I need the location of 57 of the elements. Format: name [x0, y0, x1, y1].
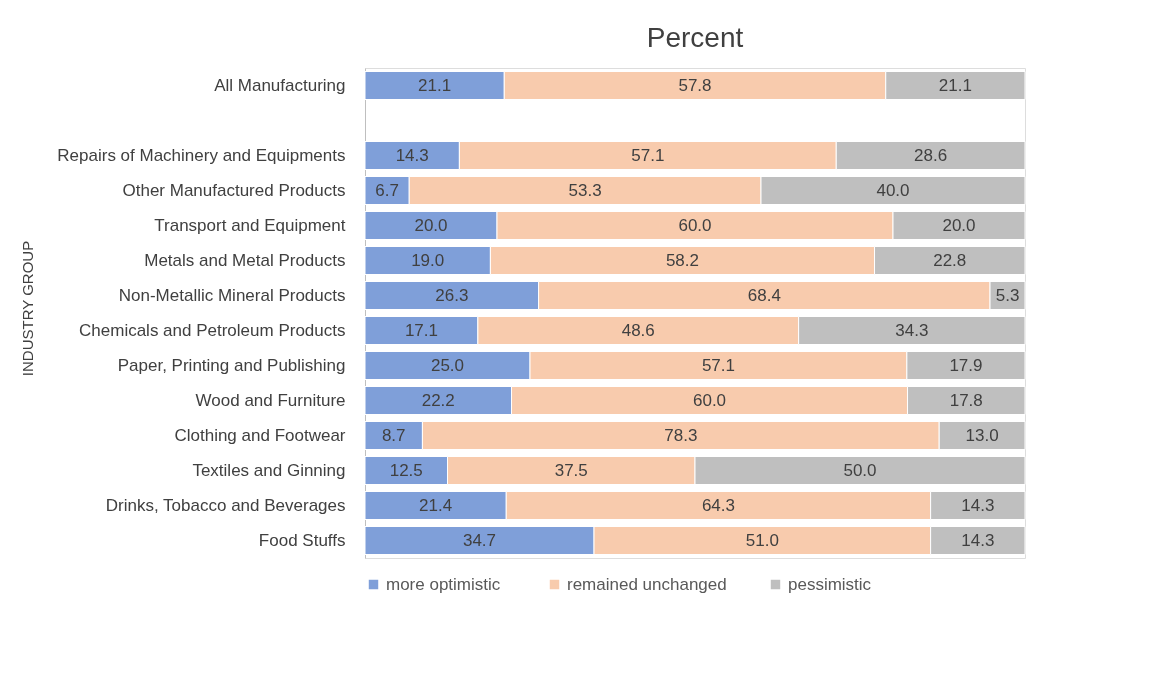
data-label: 51.0 [745, 530, 779, 550]
data-label: 60.0 [692, 390, 727, 410]
data-label: 19.0 [411, 250, 445, 270]
data-label: 64.3 [701, 495, 735, 515]
data-label: 34.7 [462, 530, 497, 550]
data-label: 17.9 [949, 355, 983, 375]
data-label: 5.3 [995, 285, 1020, 305]
data-label: 12.5 [389, 460, 423, 480]
data-label: 57.8 [678, 75, 712, 95]
data-label: 40.0 [876, 180, 910, 200]
y-tick-label: All Manufacturing [214, 75, 346, 95]
data-label: 28.6 [914, 145, 948, 165]
data-label: 21.4 [419, 495, 453, 515]
data-label: 20.0 [942, 215, 976, 235]
data-label: 60.0 [678, 215, 712, 235]
data-label: 34.3 [895, 320, 929, 340]
data-label: 21.1 [938, 75, 972, 95]
chart-title: Percent [646, 22, 744, 53]
data-label: 8.7 [381, 425, 406, 445]
data-label: 26.3 [435, 285, 469, 305]
y-tick-label: Clothing and Footwear [174, 425, 346, 445]
data-label: 57.1 [631, 145, 665, 165]
data-label: 78.3 [664, 425, 698, 445]
legend-label: pessimistic [788, 574, 872, 594]
data-label: 14.3 [395, 145, 429, 165]
y-axis-title: INDUSTRY GROUP [18, 240, 36, 377]
y-tick-label: Metals and Metal Products [144, 250, 346, 270]
data-label: 6.7 [375, 180, 399, 200]
legend-label: remained unchanged [567, 574, 727, 594]
data-label: 25.0 [430, 355, 465, 375]
legend-label: more optimistic [386, 574, 501, 594]
data-label: 20.0 [414, 215, 448, 235]
y-tick-label: Chemicals and Petroleum Products [79, 320, 346, 340]
data-label: 50.0 [843, 460, 877, 480]
y-tick-label: Paper, Printing and Publishing [117, 355, 346, 375]
data-label: 17.8 [949, 390, 983, 410]
y-tick-label: Other Manufactured Products [122, 180, 346, 200]
y-tick-label: Drinks, Tobacco and Beverages [105, 495, 346, 515]
y-tick-label: Wood and Furniture [195, 390, 346, 410]
data-label: 37.5 [554, 460, 588, 480]
data-label: 17.1 [404, 320, 438, 340]
y-tick-label: Non-Metallic Mineral Products [118, 285, 346, 305]
y-tick-label: Transport and Equipment [154, 215, 346, 235]
y-tick-label: Repairs of Machinery and Equipments [57, 145, 346, 165]
y-tick-label: Textiles and Ginning [192, 460, 346, 480]
data-label: 13.0 [965, 425, 999, 445]
data-label: 22.2 [421, 390, 455, 410]
data-label: 14.3 [961, 530, 995, 550]
data-label: 48.6 [621, 320, 655, 340]
y-tick-label: Food Stuffs [258, 530, 346, 550]
data-label: 53.3 [568, 180, 602, 200]
data-label: 58.2 [665, 250, 700, 270]
data-label: 57.1 [701, 355, 735, 375]
data-label: 14.3 [961, 495, 995, 515]
data-label: 68.4 [747, 285, 781, 305]
data-label: 22.8 [933, 250, 967, 270]
data-label: 21.1 [418, 75, 452, 95]
